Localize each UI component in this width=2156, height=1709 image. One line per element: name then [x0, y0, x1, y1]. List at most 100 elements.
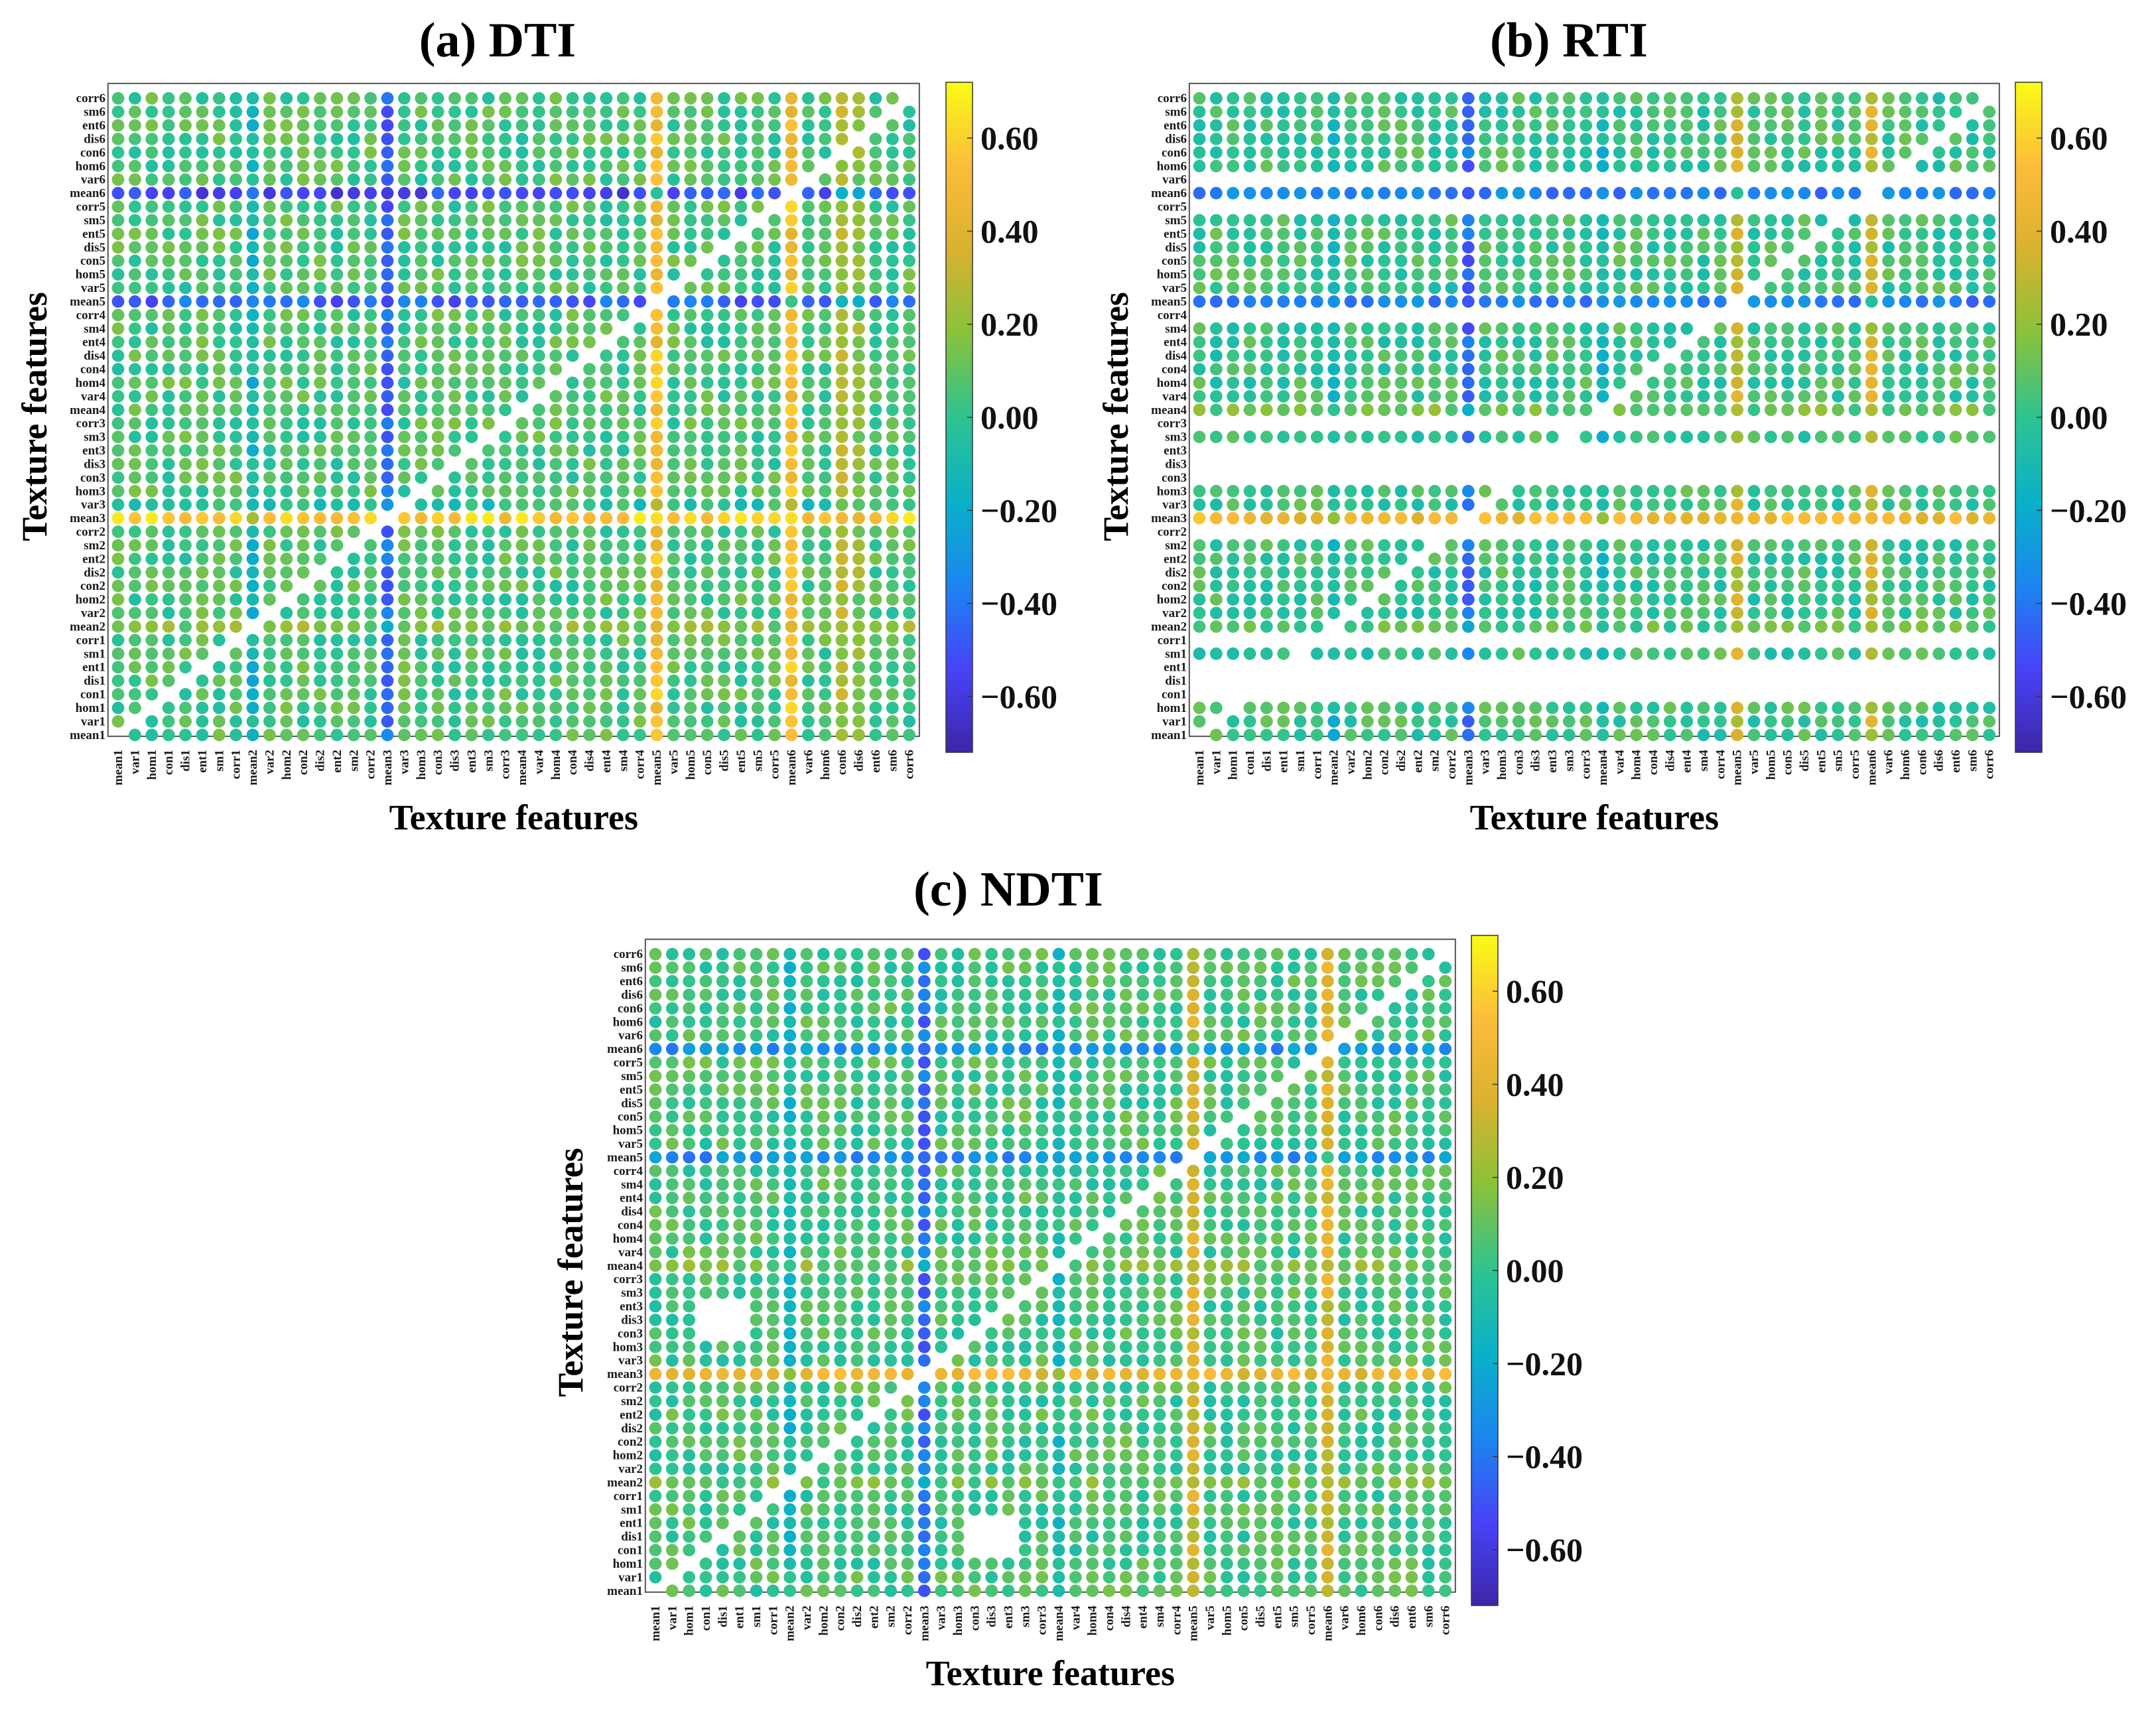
cell-mean5-ent3 [465, 295, 478, 308]
cell-con4-ent1 [1277, 363, 1290, 376]
cell-ent1-mean5 [650, 661, 663, 674]
cell-var3-corr3 [1580, 498, 1593, 512]
cell-mean2-con6 [1371, 1476, 1384, 1489]
cell-hom3-con1 [1243, 484, 1256, 498]
cell-ent5-con2 [1378, 228, 1391, 240]
cell-sm1-dis3 [448, 647, 461, 660]
cell-var4-ent5 [1814, 390, 1828, 403]
cell-sm4-sm3 [1562, 322, 1576, 335]
cell-hom6-sm2 [347, 159, 360, 172]
cell-var3-dis6 [1932, 498, 1946, 512]
cell-sm1-corr6 [903, 647, 915, 660]
cell-con2-var3 [935, 1435, 948, 1448]
cell-corr5-con3 [431, 200, 444, 213]
cell-var1-con1 [1243, 715, 1256, 728]
cell-corr1-mean6 [785, 634, 798, 647]
cell-sm4-sm2 [1428, 322, 1442, 335]
cell-var5-hom2 [280, 281, 293, 295]
cell-dis4-corr3 [1580, 349, 1593, 362]
cell-dis2-con4 [1647, 566, 1660, 579]
cell-hom6-mean4 [1596, 159, 1609, 172]
cell-sm1-ent1 [733, 1503, 746, 1516]
cell-hom1-corr2 [1445, 701, 1458, 715]
cell-sm1-dis5 [718, 647, 730, 660]
cell-ent6-corr1 [230, 119, 242, 132]
cell-hom2-con2 [1378, 593, 1391, 606]
cell-ent4-dis4 [1663, 336, 1676, 349]
cell-ent2-corr3 [1036, 1408, 1049, 1421]
y-tick-label: sm5 [84, 214, 105, 228]
cell-mean1-hom3 [1495, 728, 1509, 742]
cell-dis2-mean3 [381, 566, 394, 579]
cell-sm1-con6 [835, 647, 848, 660]
cell-mean1-corr6 [903, 728, 915, 742]
cell-ent1-dis1 [716, 1517, 729, 1530]
y-tick-label: hom3 [76, 484, 105, 498]
x-tick-label: dis4 [1663, 750, 1677, 772]
cell-var4-corr4 [1714, 390, 1727, 403]
cell-ent1-mean2 [783, 1517, 797, 1530]
cell-hom1-var6 [1882, 701, 1895, 715]
cell-hom4-sm6 [1966, 376, 1979, 389]
cell-ent4-hom2 [1361, 336, 1374, 349]
cell-ent3-corr6 [903, 444, 915, 457]
cell-var4-ent6 [1949, 390, 1962, 403]
y-tick-label: ent1 [82, 661, 105, 675]
cell-var6-con1 [162, 173, 175, 186]
cell-dis1-mean2 [246, 674, 259, 687]
cell-con2-ent1 [1277, 579, 1290, 592]
cell-dis5-dis3 [448, 241, 461, 254]
cell-sm3-con2 [1378, 431, 1391, 443]
cell-hom2-hom4 [1630, 593, 1643, 606]
cell-sm5-var6 [802, 214, 815, 227]
cell-var1-dis2 [1394, 715, 1408, 728]
cell-ent2-mean3 [1461, 553, 1475, 565]
cell-sm2-hom6 [1899, 539, 1912, 552]
cell-con2-ent4 [1680, 579, 1694, 592]
cell-sm6-sm3 [1562, 105, 1576, 119]
cell-mean3-dis4 [583, 512, 596, 525]
cell-mean1-dis4 [1119, 1584, 1132, 1598]
cell-con5-ent1 [1277, 254, 1290, 267]
cell-mean3-var6 [1338, 1367, 1351, 1381]
cell-var1-var4 [1069, 1571, 1082, 1584]
cell-mean2-mean4 [1596, 620, 1609, 633]
y-tick-label: mean4 [70, 403, 105, 417]
cell-sm4-dis4 [583, 322, 596, 335]
cell-ent2-sm1 [212, 553, 226, 565]
cell-sm5-dis3 [1529, 214, 1542, 227]
cell-sm1-sm2 [1428, 647, 1442, 660]
cell-ent2-sm1 [750, 1408, 763, 1421]
cell-sm3-dis3 [1529, 431, 1542, 443]
cell-var2-corr4 [1714, 606, 1727, 620]
cell-mean2-dis5 [718, 620, 730, 633]
cell-sm5-corr5 [768, 214, 781, 227]
cell-mean1-corr5 [768, 728, 781, 742]
cell-sm3-sm1 [1294, 431, 1307, 443]
cell-ent6-sm6 [1966, 119, 1979, 132]
cell-ent2-dis5 [718, 553, 730, 565]
cell-hom5-mean5 [1731, 268, 1744, 281]
cell-sm2-dis2 [850, 1395, 864, 1408]
cell-sm1-ent2 [1411, 647, 1424, 660]
cell-corr6-var1 [129, 92, 141, 105]
x-tick-label: sm5 [1832, 750, 1846, 772]
cell-var3-con1 [162, 498, 175, 512]
cell-con1-sm3 [482, 688, 495, 701]
cell-sm5-var2 [263, 214, 276, 227]
cell-hom2-hom3 [415, 593, 428, 606]
cell-ent4-con3 [431, 336, 444, 349]
cell-con6-ent2 [330, 146, 344, 159]
cell-dis4-ent6 [869, 349, 882, 362]
cell-sm6-corr5 [1848, 105, 1861, 119]
cell-ent6-hom1 [145, 119, 159, 132]
x-tick-label: dis3 [448, 750, 462, 772]
y-tick-label: corr5 [76, 200, 105, 214]
cell-var3-var6 [802, 498, 815, 512]
cell-ent5-hom1 [145, 228, 159, 240]
cell-ent1-con2 [834, 1517, 847, 1530]
cell-hom1-sm5 [751, 701, 764, 715]
cell-sm4-ent6 [869, 322, 882, 335]
cell-hom2-sm4 [616, 593, 630, 606]
cell-con1-corr6 [1439, 1544, 1452, 1556]
